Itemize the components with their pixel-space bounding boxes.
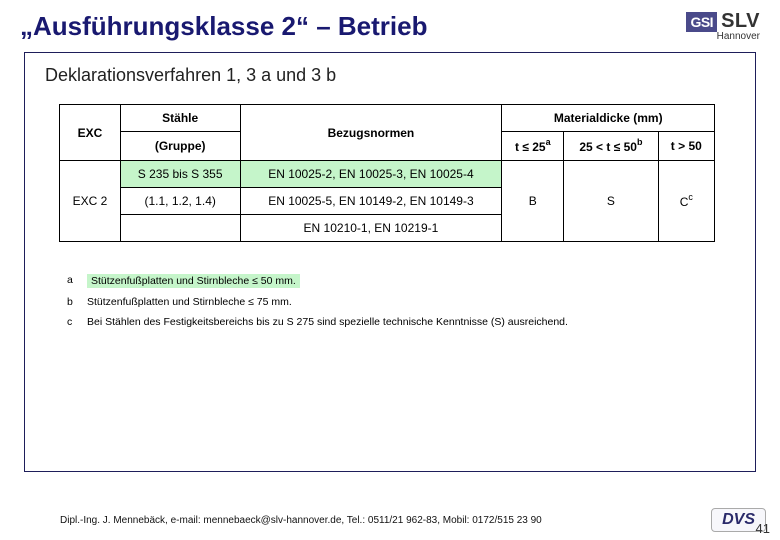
note-key-c: c <box>61 312 81 332</box>
note-row-a: a Stützenfußplatten und Stirnbleche ≤ 50… <box>61 270 574 292</box>
note-text-c: Bei Stählen des Festigkeitsbereichs bis … <box>81 312 574 332</box>
note-text-a: Stützenfußplatten und Stirnbleche ≤ 50 m… <box>81 270 574 292</box>
cell-empty <box>120 215 240 242</box>
th-col2: 25 < t ≤ 50b <box>564 132 658 161</box>
logo-sub: Hannover <box>717 31 760 42</box>
note-a-hl: Stützenfußplatten und Stirnbleche ≤ 50 m… <box>87 274 300 288</box>
th-col1: t ≤ 25a <box>502 132 564 161</box>
th-bezug: Bezugsnormen <box>240 105 502 161</box>
content-frame: Deklarationsverfahren 1, 3 a und 3 b EXC… <box>24 52 756 472</box>
note-key-b: b <box>61 292 81 312</box>
main-table: EXC Stähle Bezugsnormen Materialdicke (m… <box>59 104 715 242</box>
cell-c3-sup: c <box>688 192 693 202</box>
th-col2-sup: b <box>637 137 643 147</box>
th-exc: EXC <box>60 105 121 161</box>
logo-slv: SLV <box>721 10 760 33</box>
th-staehle: Stähle <box>120 105 240 132</box>
th-col1-sup: a <box>546 137 551 147</box>
note-row-b: b Stützenfußplatten und Stirnbleche ≤ 75… <box>61 292 574 312</box>
cell-staehle1: S 235 bis S 355 <box>120 161 240 188</box>
subtitle: Deklarationsverfahren 1, 3 a und 3 b <box>45 65 739 86</box>
th-gruppe: (Gruppe) <box>120 132 240 161</box>
th-col2-text: 25 < t ≤ 50 <box>579 140 637 154</box>
slide-header: „Ausführungsklasse 2“ – Betrieb GSI SLV … <box>0 0 780 48</box>
cell-bezug1: EN 10025-2, EN 10025-3, EN 10025-4 <box>240 161 502 188</box>
page-number: 41 <box>756 521 770 536</box>
cell-c3: Cc <box>658 161 715 242</box>
note-key-a: a <box>61 270 81 292</box>
footer-text: Dipl.-Ing. J. Mennebäck, e-mail: menneba… <box>60 515 542 526</box>
cell-c1: B <box>502 161 564 242</box>
th-col3: t > 50 <box>658 132 715 161</box>
slide-title: „Ausführungsklasse 2“ – Betrieb <box>20 11 427 42</box>
note-text-b: Stützenfußplatten und Stirnbleche ≤ 75 m… <box>81 292 574 312</box>
th-material: Materialdicke (mm) <box>502 105 715 132</box>
cell-c2: S <box>564 161 658 242</box>
cell-bezug2: EN 10025-5, EN 10149-2, EN 10149-3 <box>240 188 502 215</box>
footnotes: a Stützenfußplatten und Stirnbleche ≤ 50… <box>61 270 574 332</box>
cell-staehle2: (1.1, 1.2, 1.4) <box>120 188 240 215</box>
cell-bezug3: EN 10210-1, EN 10219-1 <box>240 215 502 242</box>
th-col1-text: t ≤ 25 <box>515 140 546 154</box>
slide-footer: Dipl.-Ing. J. Mennebäck, e-mail: menneba… <box>0 508 780 532</box>
table-row: EXC 2 S 235 bis S 355 EN 10025-2, EN 100… <box>60 161 715 188</box>
cell-exc: EXC 2 <box>60 161 121 242</box>
note-row-c: c Bei Stählen des Festigkeitsbereichs bi… <box>61 312 574 332</box>
table-header-row-1: EXC Stähle Bezugsnormen Materialdicke (m… <box>60 105 715 132</box>
logo-gsi: GSI <box>686 12 717 32</box>
gsi-slv-logo: GSI SLV Hannover <box>686 10 760 42</box>
